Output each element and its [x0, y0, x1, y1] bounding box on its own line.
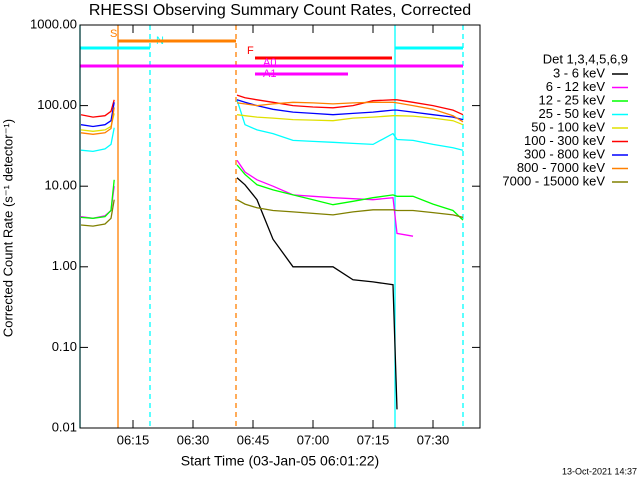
series-line [80, 101, 464, 135]
legend-label: 12 - 25 keV [539, 92, 606, 107]
series-line [80, 99, 464, 128]
footer: 13-Oct-2021 14:37 [562, 466, 637, 476]
series-line [236, 177, 398, 410]
flag-label: A0 [263, 57, 276, 69]
y-axis-label: Corrected Count Rate (s⁻¹ detector⁻¹) [0, 119, 15, 337]
x-tick-label: 06:45 [237, 432, 270, 447]
legend-label: 6 - 12 keV [546, 79, 606, 94]
x-tick-label: 07:30 [417, 432, 450, 447]
x-tick-label: 07:15 [357, 432, 390, 447]
legend-label: 100 - 300 keV [524, 133, 605, 148]
legend-title: Det 1,3,4,5,6,9 [543, 51, 628, 66]
flag-label: F [247, 45, 254, 57]
x-tick-label: 06:30 [177, 432, 210, 447]
chart-title: RHESSI Observing Summary Count Rates, Co… [89, 2, 471, 19]
y-tick-label: 100.00 [37, 97, 77, 112]
plot-frame [79, 24, 481, 429]
y-tick-label: 1.00 [52, 258, 77, 273]
flag-label: A1 [263, 68, 276, 80]
legend-label: 7000 - 15000 keV [502, 173, 605, 188]
legend-label: 3 - 6 keV [553, 65, 605, 80]
series-line [80, 99, 464, 153]
y-tick-label: 0.10 [52, 339, 77, 354]
x-axis-label: Start Time (03-Jan-05 06:01:22) [181, 453, 379, 469]
legend-label: 50 - 100 keV [531, 119, 605, 134]
legend-label: 800 - 7000 keV [517, 160, 606, 175]
x-tick-label: 06:15 [117, 432, 150, 447]
x-tick-label: 07:00 [297, 432, 330, 447]
y-tick-label: 1000.00 [30, 16, 77, 31]
y-tick-label: 10.00 [44, 178, 77, 193]
legend-label: 25 - 50 keV [539, 106, 606, 121]
series-line [80, 199, 464, 227]
y-tick-label: 0.01 [52, 419, 77, 434]
series-line [80, 164, 464, 221]
series-line [80, 94, 464, 118]
flag-label: S [110, 28, 117, 40]
legend-label: 300 - 800 keV [524, 146, 605, 161]
